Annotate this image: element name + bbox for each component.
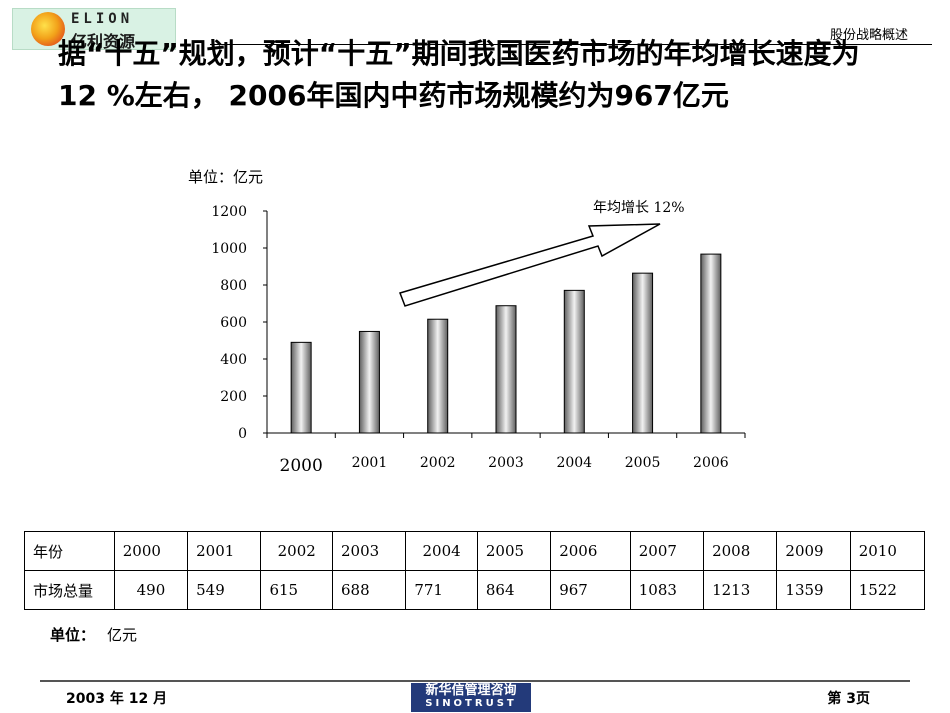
bar-2006 [700, 253, 722, 434]
table-value-cell: 967 [550, 570, 631, 610]
x-category-label: 2003 [488, 455, 524, 471]
bar-2003 [495, 305, 517, 434]
table-unit: 单位： 亿元 [50, 624, 137, 645]
chart-unit-label: 单位：亿元 [188, 168, 264, 186]
growth-arrow-shape [399, 223, 661, 307]
table-value-cell: 1359 [776, 570, 851, 610]
x-category-label: 2002 [420, 455, 456, 471]
sinotrust-logo: 新华信管理咨询 SINOTRUST [411, 683, 531, 712]
table-row-label: 市场总量 [24, 570, 115, 610]
table-value-cell: 864 [476, 570, 552, 610]
elion-logo: ELION 亿利资源 [12, 8, 176, 51]
bar-2005 [632, 272, 654, 434]
table-year-cell: 2010 [849, 531, 926, 571]
table-year-cell: 2004 [405, 531, 478, 571]
x-category-label: 2001 [352, 455, 388, 471]
table-header-row: 年份 2000 2001 2002 2003 2004 2005 2006 2007 2008 20… [24, 531, 926, 571]
footer-date: 2003 年 12 月 [66, 691, 168, 707]
table-year-cell: 2005 [476, 531, 552, 571]
logo-chinese-text: 亿利资源 [71, 32, 136, 51]
table-value-cell: 1522 [849, 570, 926, 610]
logo-english-text: ELION [71, 11, 134, 27]
table-year-cell: 2003 [331, 531, 407, 571]
y-tick-label: 0 [238, 426, 247, 442]
y-tick-label: 1200 [211, 204, 247, 220]
y-tick-label: 400 [220, 352, 247, 368]
table-year-cell: 2007 [629, 531, 705, 571]
market-data-table: 年份 2000 2001 2002 2003 2004 2005 2006 2007 2008 20… [24, 531, 926, 610]
footer-divider [40, 680, 910, 682]
bar-2001 [358, 330, 380, 434]
table-header-label: 年份 [24, 531, 115, 571]
footer-logo-chinese: 新华信管理咨询 [425, 683, 517, 698]
page-number: 第 3页 [827, 691, 870, 707]
y-tick-label: 1000 [211, 241, 247, 257]
growth-annotation: 年均增长 12% [593, 200, 685, 216]
x-category-label: 2004 [556, 455, 592, 471]
section-title: 股份战略概述 [829, 28, 908, 43]
x-category-label: 2006 [693, 455, 729, 471]
table-year-cell: 2009 [776, 531, 851, 571]
y-tick-label: 600 [220, 315, 247, 331]
x-category-label: 2000 [280, 456, 323, 476]
table-unit-value: 亿元 [107, 626, 138, 644]
y-tick-label: 200 [220, 389, 247, 405]
table-value-cell: 490 [113, 570, 189, 610]
table-year-cell: 2002 [260, 531, 333, 571]
growth-arrow: 年均增长 12% [399, 200, 685, 307]
table-unit-label: 单位： [50, 626, 96, 644]
table-year-cell: 2001 [187, 531, 262, 571]
table-value-cell: 771 [405, 570, 478, 610]
y-tick-label: 800 [220, 278, 247, 294]
logo-emblem-icon [31, 12, 65, 46]
table-value-cell: 549 [187, 570, 262, 610]
table-value-cell: 1213 [703, 570, 778, 610]
bar-2004 [563, 289, 585, 434]
table-value-cell: 688 [331, 570, 407, 610]
bar-2002 [427, 318, 449, 434]
table-value-cell: 1083 [629, 570, 705, 610]
table-year-cell: 2000 [113, 531, 189, 571]
header-divider [210, 44, 932, 45]
bar-2000 [290, 341, 312, 434]
footer-logo-english: SINOTRUST [425, 698, 517, 709]
slide-headline: 据“十五”规划，预计“十五”期间我国医药市场的年均增长速度为12 %左右， 20… [58, 37, 860, 112]
table-value-cell: 615 [260, 570, 333, 610]
table-year-cell: 2006 [550, 531, 631, 571]
table-year-cell: 2008 [703, 531, 778, 571]
x-category-label: 2005 [625, 455, 661, 471]
table-row: 市场总量 490 549 615 688 771 864 967 1083 1213 1359 152… [24, 570, 926, 610]
